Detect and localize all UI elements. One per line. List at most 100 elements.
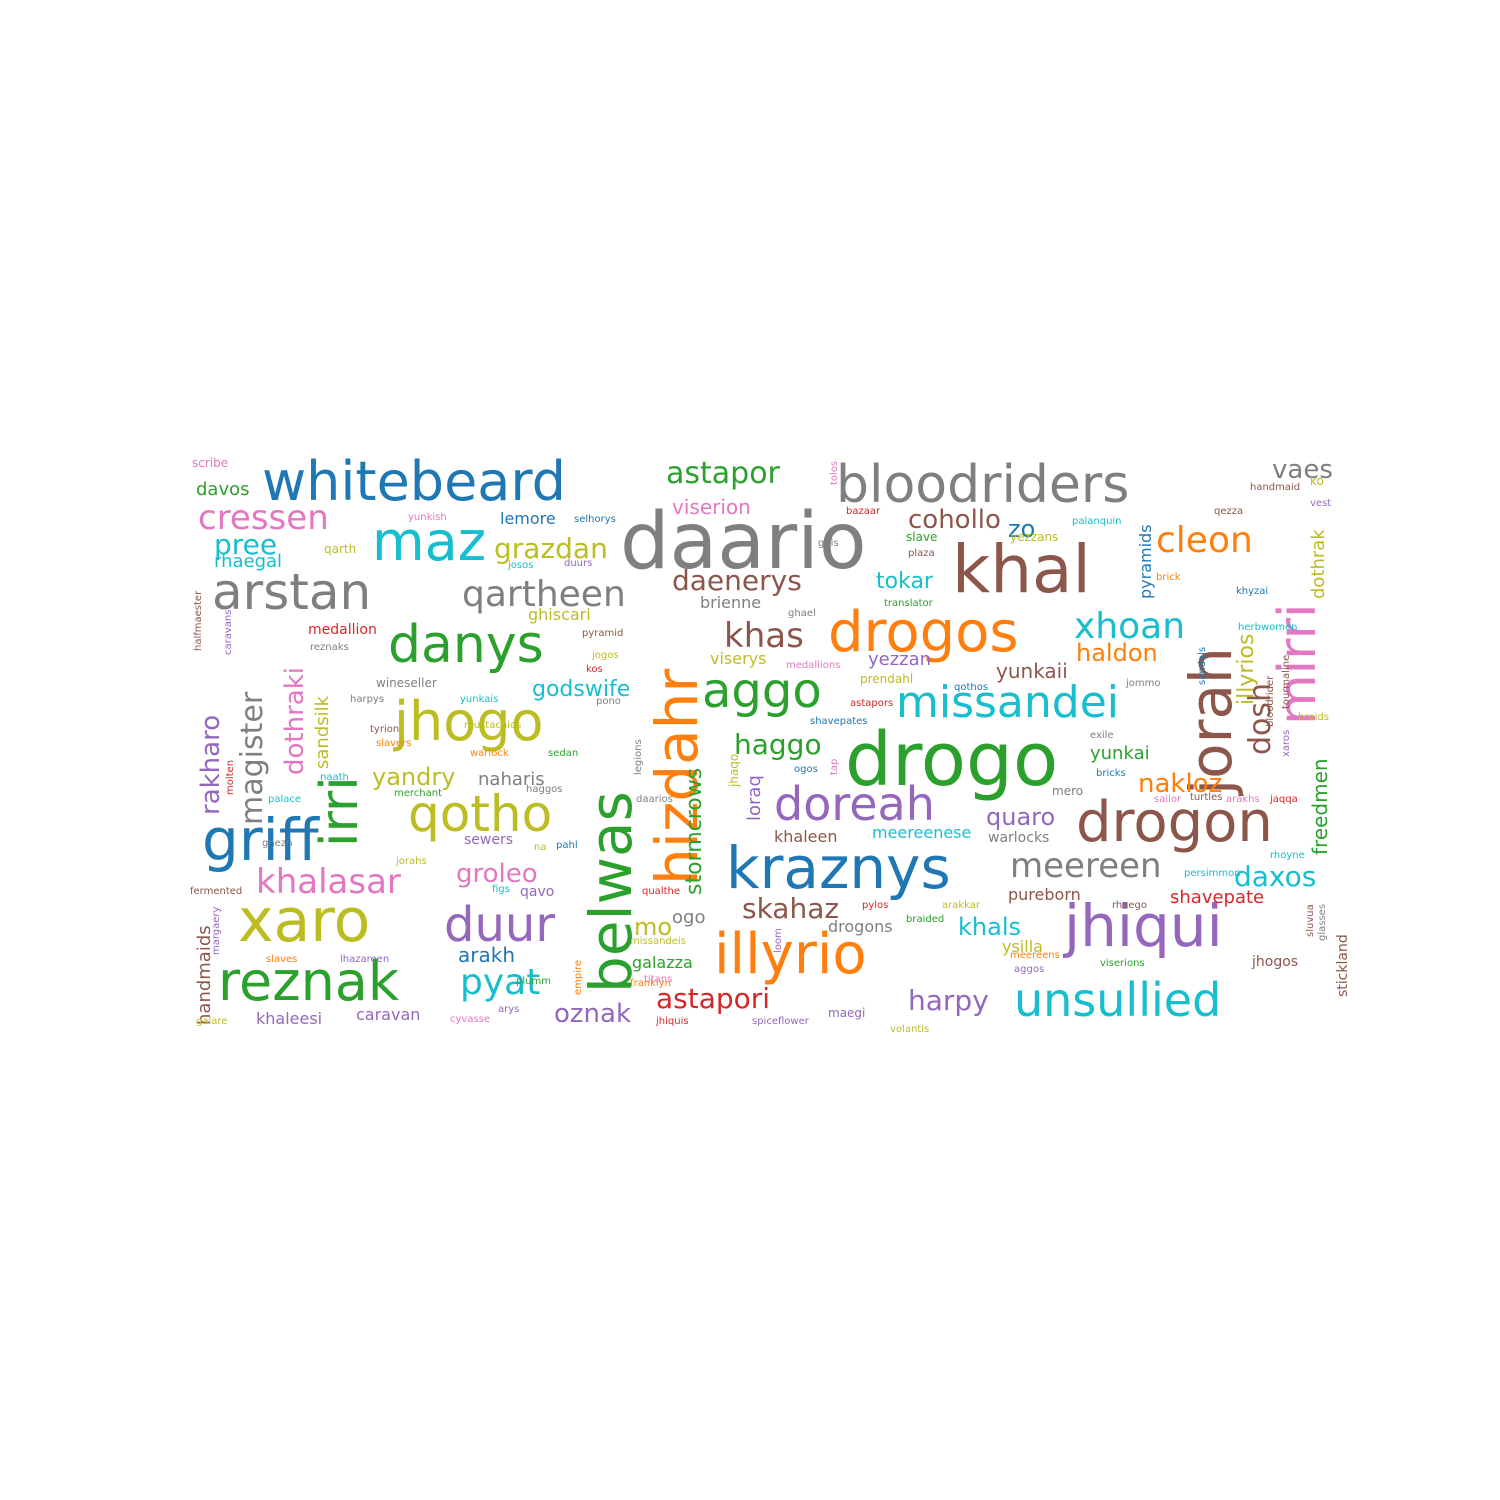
word-maz: maz <box>372 510 487 573</box>
word-tokar: tokar <box>876 569 933 594</box>
word-sandsilk: sandsilk <box>312 695 333 769</box>
word-jorahs: jorahs <box>396 856 427 867</box>
word-khaleen: khaleen <box>774 827 838 846</box>
word-meereen: meereen <box>1010 846 1162 886</box>
word-warlocks: warlocks <box>988 830 1050 846</box>
word-ghael: ghael <box>788 608 816 619</box>
word-cyvasse: cyvasse <box>450 1014 491 1025</box>
word-loom: loom <box>773 928 784 953</box>
word-bricks: bricks <box>1096 768 1126 779</box>
word-slavers: slavers <box>376 738 412 749</box>
word-margaery: margaery <box>211 906 222 955</box>
word-slaves: slaves <box>266 954 298 965</box>
word-medallion: medallion <box>308 622 377 638</box>
word-whitebeard: whitebeard <box>262 455 566 513</box>
word-volantis: volantis <box>890 1024 930 1035</box>
word-duur: duur <box>444 897 556 953</box>
word-ghiscari: ghiscari <box>528 605 591 624</box>
word-quaro: quaro <box>986 803 1056 831</box>
word-exile: exile <box>1090 730 1114 741</box>
word-jaqqa: jaqqa <box>1270 794 1298 805</box>
word-naharis: naharis <box>478 769 545 790</box>
word-selhorys: selhorys <box>574 514 616 525</box>
word-figs: figs <box>492 884 510 895</box>
word-ogos: ogos <box>794 764 818 775</box>
word-godswife: godswife <box>532 677 631 702</box>
word-harpy: harpy <box>908 984 989 1017</box>
word-griff: griff <box>202 806 319 874</box>
word-pyat: pyat <box>460 962 541 1003</box>
word-mo: mo <box>634 913 673 941</box>
word-na: na <box>534 842 547 853</box>
word-missandeis: missandeis <box>630 936 686 947</box>
word-tyrion: tyrion <box>370 724 400 735</box>
word-franklyn: franklyn <box>630 978 671 989</box>
word-ghezn: ghezn <box>262 838 293 849</box>
word-pahl: pahl <box>556 840 578 851</box>
word-empire: empire <box>573 959 584 995</box>
word-palanquin: palanquin <box>1072 516 1122 527</box>
word-yunkais: yunkais <box>460 694 499 705</box>
word-jogos: jogos <box>592 650 619 661</box>
word-vaes: vaes <box>1272 455 1333 485</box>
word-zo: zo <box>1008 515 1036 543</box>
word-cressen: cressen <box>198 498 329 538</box>
word-bloodriders: bloodriders <box>836 455 1130 515</box>
word-stormcrows: stormcrows <box>682 767 707 895</box>
word-arakkar: arakkar <box>942 900 981 911</box>
word-yezzans: yezzans <box>1010 530 1059 544</box>
word-lemore: lemore <box>500 509 556 528</box>
word-maegi: maegi <box>828 1006 866 1020</box>
word-pree: pree <box>214 528 278 561</box>
word-rhaego: rhaego <box>1112 900 1148 911</box>
word-rakharo: rakharo <box>196 714 226 815</box>
word-duurs: duurs <box>564 558 593 569</box>
word-qarth: qarth <box>324 542 357 556</box>
word-magister: magister <box>235 691 270 825</box>
word-halfmaester: halfmaester <box>193 590 204 651</box>
word-galare: galare <box>196 1016 228 1027</box>
word-haggo: haggo <box>734 728 822 761</box>
word-drogo: drogo <box>845 717 1059 803</box>
word-astapors: astapors <box>850 698 894 709</box>
word-brick: brick <box>1156 572 1181 583</box>
word-khyzai: khyzai <box>1236 586 1269 597</box>
word-translator: translator <box>884 598 933 609</box>
word-haggos: haggos <box>526 784 563 795</box>
word-bazaar: bazaar <box>846 506 881 517</box>
word-ogo: ogo <box>672 907 706 928</box>
word-khas: khas <box>724 616 804 656</box>
word-xaros: xaros <box>1281 729 1292 757</box>
word-spiceflower: spiceflower <box>752 1016 809 1027</box>
word-qartheen: qartheen <box>462 574 626 615</box>
word-khalasar: khalasar <box>256 862 401 902</box>
word-prendahl: prendahl <box>860 672 914 686</box>
word-khals: khals <box>958 913 1021 941</box>
word-cloud: daario drogo belwas hizdahr jorah khal kraznys… <box>190 455 1350 1035</box>
word-palace: palace <box>268 794 302 805</box>
word-galazza: galazza <box>632 953 693 972</box>
word-jommo: jommo <box>1126 678 1161 689</box>
word-medallions: medallions <box>786 660 841 671</box>
word-josos: josos <box>508 560 534 571</box>
word-drogons: drogons <box>828 917 893 936</box>
word-jhogo: jhogo <box>394 690 544 753</box>
word-sandals: sandals <box>1197 646 1208 685</box>
word-cleon: cleon <box>1156 520 1253 561</box>
word-tourmaline: tourmaline <box>1281 654 1292 709</box>
word-dothrak: dothrak <box>1308 529 1329 599</box>
word-qezza: qezza <box>1214 506 1244 517</box>
word-danys: danys <box>388 615 544 675</box>
word-handmaid: handmaid <box>1250 482 1301 493</box>
word-tolos: tolos <box>829 460 840 485</box>
word-rhaegal: rhaegal <box>214 551 283 572</box>
word-vest: vest <box>1310 498 1332 509</box>
word-daxos: daxos <box>1234 860 1317 893</box>
word-qothos: qothos <box>954 682 989 693</box>
word-astapori: astapori <box>656 982 771 1015</box>
word-pylos: pylos <box>862 900 889 911</box>
word-meereenese: meereenese <box>872 823 972 842</box>
word-jhaqo: jhaqo <box>727 753 741 787</box>
word-fermented: fermented <box>190 886 243 897</box>
word-khaleesi: khaleesi <box>256 1009 323 1028</box>
